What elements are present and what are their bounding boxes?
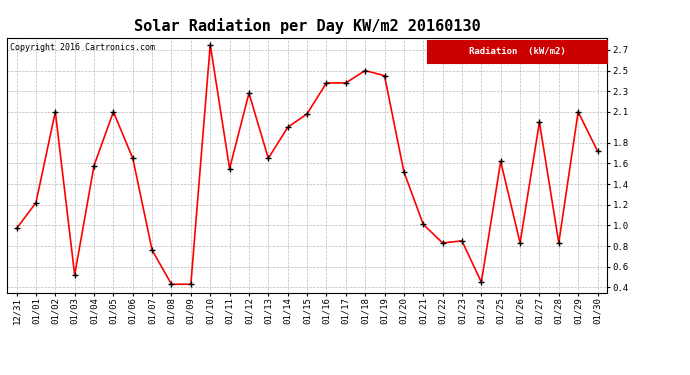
Title: Solar Radiation per Day KW/m2 20160130: Solar Radiation per Day KW/m2 20160130	[134, 18, 480, 33]
Text: Copyright 2016 Cartronics.com: Copyright 2016 Cartronics.com	[10, 43, 155, 52]
